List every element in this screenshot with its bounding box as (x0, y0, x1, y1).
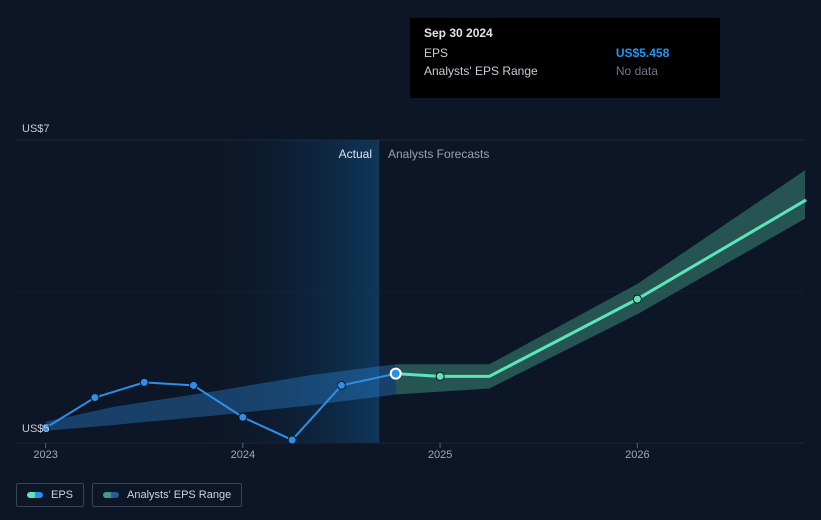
x-tick-label: 2023 (33, 449, 57, 461)
tooltip-row-value: No data (616, 62, 706, 80)
tooltip-row-label: EPS (424, 44, 616, 62)
chart-container: { "layout": { "width": 821, "height": 52… (0, 0, 821, 520)
chart-legend: EPS Analysts' EPS Range (16, 483, 242, 507)
tooltip-row-label: Analysts' EPS Range (424, 62, 616, 80)
x-tick-label: 2025 (428, 449, 452, 461)
legend-swatch-icon (27, 492, 43, 498)
legend-item-eps[interactable]: EPS (16, 483, 84, 507)
x-tick-label: 2024 (231, 449, 255, 461)
legend-item-range[interactable]: Analysts' EPS Range (92, 483, 242, 507)
legend-label: EPS (51, 489, 73, 501)
y-tick-label: US$7 (22, 123, 50, 135)
x-tick-label: 2026 (625, 449, 649, 461)
y-tick-label: US$5 (22, 423, 50, 435)
tooltip-row-value: US$5.458 (616, 44, 706, 62)
forecast-region-label: Analysts Forecasts (388, 147, 489, 161)
actual-region-label: Actual (300, 147, 372, 161)
legend-label: Analysts' EPS Range (127, 489, 231, 501)
legend-swatch-icon (103, 492, 119, 498)
chart-tooltip: Sep 30 2024 EPS US$5.458 Analysts' EPS R… (410, 18, 720, 98)
tooltip-date: Sep 30 2024 (424, 26, 706, 40)
